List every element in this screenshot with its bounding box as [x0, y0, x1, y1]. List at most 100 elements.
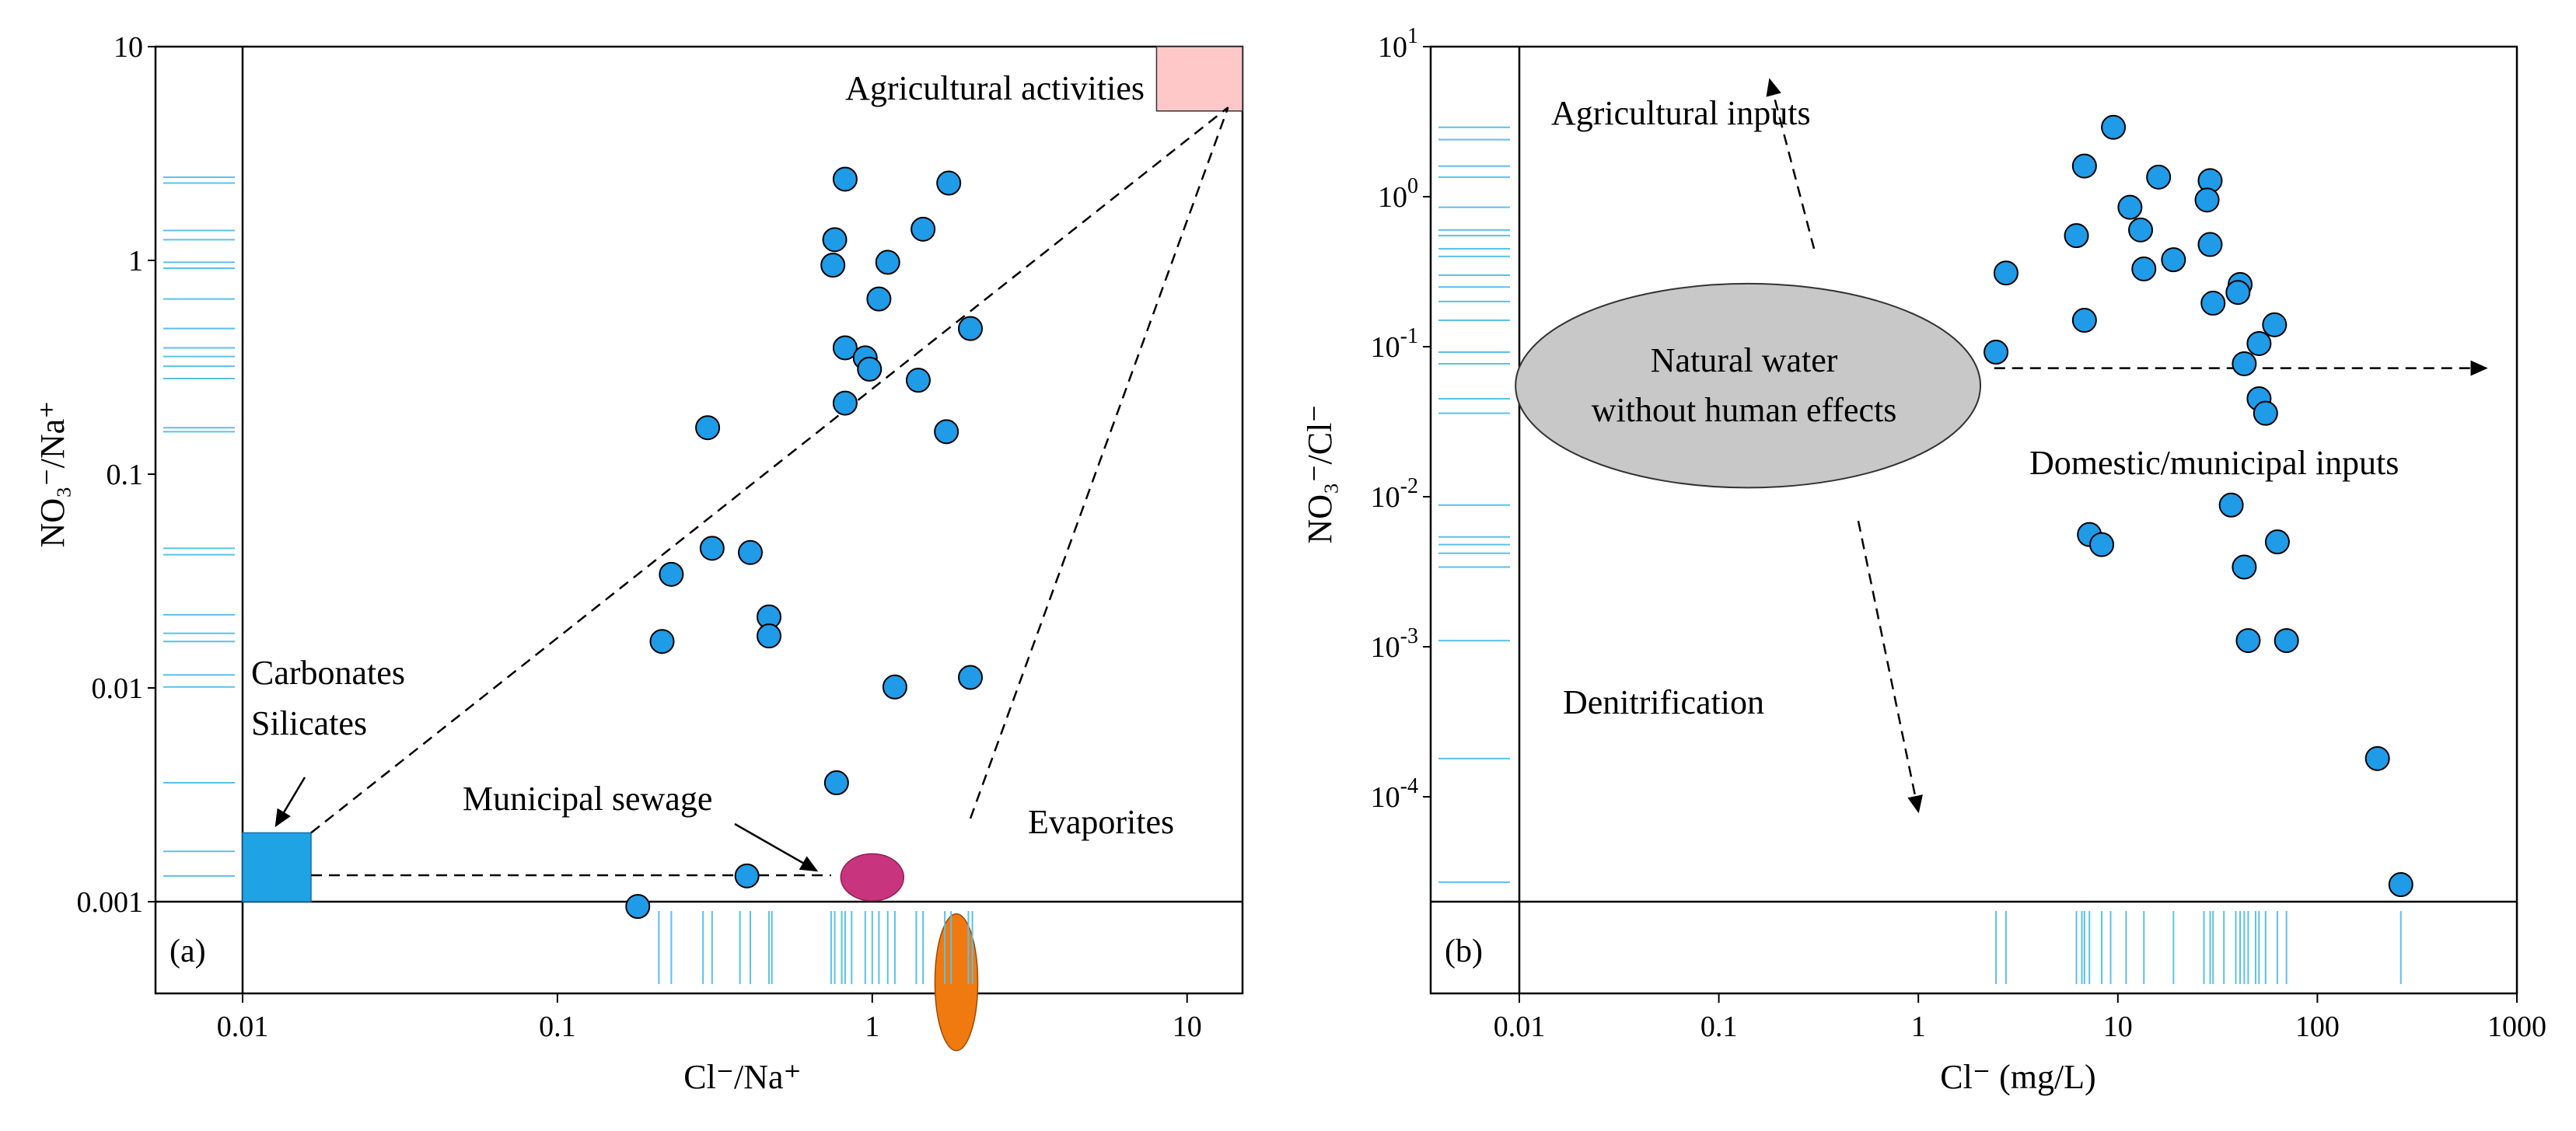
data-point: [820, 253, 846, 278]
evaporites-ellipse: [934, 913, 979, 1052]
y-tick-label-exponent: 1: [1407, 24, 1418, 48]
data-point: [2200, 291, 2226, 316]
annotation-silicates: Silicates: [251, 704, 367, 742]
panel-label: (b): [1445, 934, 1483, 969]
y-tick-label-exponent: -1: [1400, 324, 1418, 348]
x-axis-title: Cl⁻ (mg/L): [1940, 1058, 2095, 1096]
data-point: [832, 166, 858, 192]
data-point: [822, 227, 848, 253]
data-point: [1984, 340, 2009, 365]
data-point: [757, 623, 782, 649]
data-point: [2232, 351, 2257, 376]
municipal-sewage-ellipse: [840, 853, 905, 902]
agricultural-activities-box: [1155, 46, 1243, 112]
y-tick-label-base: 10: [1371, 331, 1400, 364]
data-point: [738, 539, 764, 565]
y-tick-label: 0.001: [77, 886, 144, 919]
data-point: [958, 665, 984, 690]
y-tick-label-exponent: -3: [1400, 624, 1418, 648]
data-point: [2146, 164, 2172, 190]
data-point: [2117, 194, 2143, 220]
data-point: [2365, 745, 2390, 771]
data-point: [2071, 308, 2097, 333]
y-tick-label: 10-3: [1371, 624, 1418, 664]
y-tick-label: 1: [128, 245, 143, 278]
data-point: [2089, 532, 2115, 557]
y-tick-label-base: 10: [1371, 631, 1400, 664]
x-tick-label: 0.1: [1700, 1011, 1738, 1043]
data-point: [1993, 260, 2019, 286]
annotation-without-human-effects: without human effects: [1592, 391, 1897, 429]
x-tick-label: 0.01: [1494, 1011, 1546, 1043]
data-point: [934, 419, 959, 445]
data-point: [2235, 628, 2261, 654]
data-point: [905, 368, 931, 393]
x-tick-label: 1000: [2487, 1011, 2546, 1043]
x-tick-label: 0.01: [217, 1011, 269, 1043]
x-tick-label: 10: [2103, 1011, 2133, 1043]
carbonates-pointer-arrow: [274, 777, 306, 828]
y-tick-label-base: 10: [1378, 181, 1407, 214]
plot-frame: [154, 45, 1244, 995]
annotation-denitrification: Denitrification: [1563, 683, 1764, 721]
annotation-agricultural-inputs: Agricultural inputs: [1551, 94, 1811, 132]
annotation-evaporites: Evaporites: [1028, 803, 1174, 841]
data-point: [832, 335, 858, 361]
carbonates-silicates-box: [242, 832, 312, 902]
y-tick-label-base: 10: [1378, 31, 1407, 64]
data-point: [911, 216, 936, 242]
y-tick-label: 10-1: [1371, 324, 1418, 364]
data-point: [2197, 232, 2223, 257]
y-tick-label-base: 10: [1371, 481, 1400, 514]
data-point: [734, 863, 760, 888]
data-point: [649, 629, 675, 655]
annotation-carbonates: Carbonates: [251, 654, 405, 692]
x-tick-label: 0.1: [539, 1011, 576, 1043]
x-tick-label: 1: [865, 1011, 879, 1043]
data-point: [695, 415, 721, 441]
y-tick-label-exponent: 0: [1407, 174, 1418, 198]
mixing-line-evaporite-agricultural: [969, 106, 1229, 819]
data-point: [2246, 330, 2272, 356]
data-point: [2071, 153, 2097, 179]
y-tick-label-exponent: -2: [1400, 474, 1418, 498]
sewage-pointer-arrow: [734, 822, 819, 872]
data-point: [2131, 256, 2157, 281]
data-point: [2274, 628, 2299, 654]
x-tick-label: 10: [1173, 1011, 1202, 1043]
agricultural-inputs-arrow: [1766, 78, 1816, 250]
data-point: [882, 674, 907, 700]
data-point: [857, 356, 883, 382]
y-tick-label: 10: [114, 31, 143, 64]
data-point: [2262, 312, 2288, 337]
data-point: [659, 561, 684, 587]
data-point: [2064, 223, 2089, 249]
data-point: [625, 894, 651, 920]
data-point: [2218, 492, 2244, 518]
y-tick-label-base: 10: [1371, 781, 1400, 814]
natural-water-ellipse: [1515, 282, 1982, 489]
x-axis-title: Cl⁻/Na⁺: [683, 1058, 802, 1096]
x-tick-label: 100: [2295, 1011, 2340, 1043]
annotation-agricultural-activities: Agricultural activities: [845, 69, 1145, 107]
y-tick-label-exponent: -4: [1400, 774, 1418, 798]
y-tick-label: 100: [1378, 174, 1418, 214]
annotation-domestic-municipal-inputs: Domestic/municipal inputs: [2029, 444, 2399, 482]
data-point: [2225, 280, 2251, 305]
data-point: [875, 250, 900, 275]
data-point: [2161, 247, 2186, 273]
annotation-natural-water: Natural water: [1651, 341, 1838, 379]
y-tick-label: 0.01: [92, 672, 144, 705]
data-point: [2128, 217, 2154, 243]
data-point: [2101, 114, 2127, 140]
data-point: [2232, 554, 2257, 580]
annotation-municipal-sewage: Municipal sewage: [463, 780, 712, 818]
data-point: [2194, 187, 2220, 213]
y-tick-label: 101: [1378, 24, 1418, 64]
y-axis-title: NO₃⁻/Na⁺: [33, 401, 72, 548]
y-tick-label: 0.1: [107, 459, 144, 491]
data-point: [866, 286, 892, 312]
plot-frame: [1429, 45, 2518, 995]
